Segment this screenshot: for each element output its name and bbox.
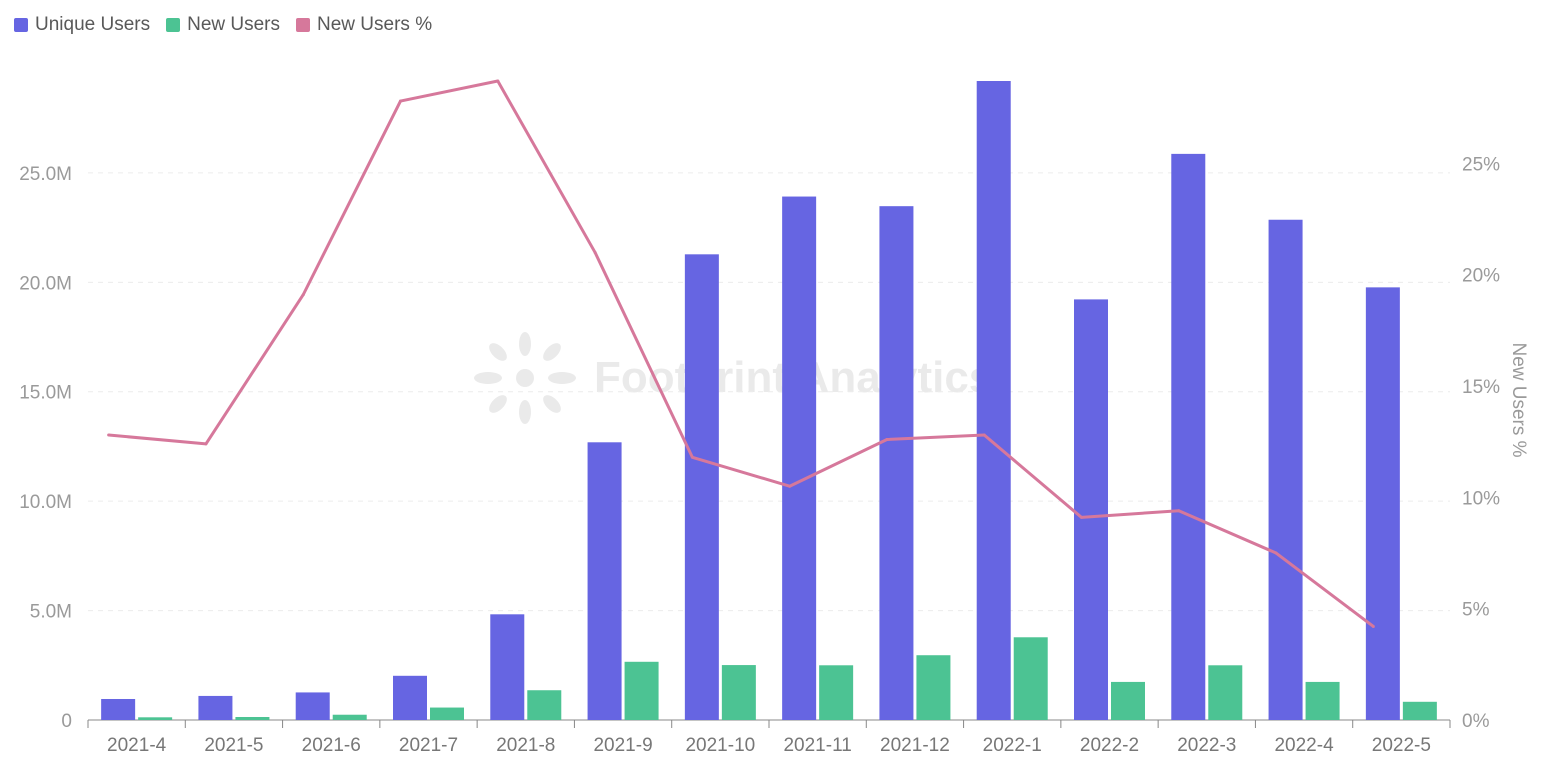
left-axis-tick-label: 15.0M <box>19 383 72 404</box>
legend-item-new-users[interactable]: New Users <box>166 14 280 36</box>
line-point-new-users-pct <box>204 442 208 446</box>
x-axis-tick-label: 2021-9 <box>593 735 652 756</box>
bar-unique-users <box>1171 153 1206 720</box>
x-axis-tick-label: 2022-1 <box>983 735 1042 756</box>
left-axis-tick-label: 25.0M <box>19 164 72 185</box>
bar-unique-users <box>587 442 622 720</box>
left-axis-tick-label: 0 <box>61 711 72 732</box>
left-axis-tick-label: 5.0M <box>30 602 72 623</box>
bar-unique-users <box>976 81 1011 720</box>
x-axis-tick-label: 2021-10 <box>685 735 755 756</box>
legend-item-new-users[interactable]: New Users % <box>296 14 432 36</box>
right-axis-tick-label: 5% <box>1462 600 1490 621</box>
x-axis-tick-label: 2021-4 <box>107 735 167 756</box>
x-axis-tick-label: 2022-2 <box>1080 735 1139 756</box>
bar-unique-users <box>879 206 914 721</box>
line-point-new-users-pct <box>301 293 305 297</box>
line-point-new-users-pct <box>496 79 500 83</box>
x-axis-tick-label: 2021-5 <box>204 735 263 756</box>
bar-unique-users <box>101 698 136 720</box>
bar-new-users <box>1208 665 1243 720</box>
line-point-new-users-pct <box>593 250 597 254</box>
bar-unique-users <box>782 196 817 720</box>
bar-unique-users <box>295 692 330 720</box>
bar-new-users <box>138 717 173 720</box>
right-axis-tick-label: 10% <box>1462 488 1500 509</box>
bar-new-users <box>332 714 367 720</box>
x-axis-tick-label: 2021-7 <box>399 735 458 756</box>
x-axis-tick-label: 2021-6 <box>302 735 361 756</box>
bar-new-users <box>527 690 562 720</box>
x-axis-tick-label: 2021-12 <box>880 735 950 756</box>
x-axis-tick-label: 2022-4 <box>1274 735 1334 756</box>
left-axis-tick-label: 10.0M <box>19 492 72 513</box>
bar-new-users <box>1305 681 1340 720</box>
bar-new-users <box>430 707 464 720</box>
legend: Unique Users New Users New Users % <box>14 14 432 36</box>
line-point-new-users-pct <box>788 484 792 488</box>
x-axis-tick-label: 2021-11 <box>783 735 851 756</box>
bar-unique-users <box>1365 287 1400 720</box>
legend-swatch <box>166 18 181 32</box>
bar-unique-users <box>393 675 427 720</box>
line-new-users-pct <box>108 79 1375 628</box>
bar-new-users <box>819 665 854 720</box>
bar-new-users <box>721 665 756 720</box>
line-point-new-users-pct <box>1080 515 1083 519</box>
bar-new-users <box>1111 681 1145 720</box>
line-point-new-users-pct <box>690 455 694 459</box>
line-point-new-users-pct <box>399 99 402 103</box>
bar-new-users <box>624 661 659 720</box>
bar-unique-users <box>490 614 525 720</box>
bar-unique-users <box>684 254 719 720</box>
legend-swatch <box>296 18 311 32</box>
bar-new-users <box>235 717 270 720</box>
right-axis-label: New Users % <box>1508 342 1529 457</box>
line-point-new-users-pct <box>1274 551 1278 555</box>
right-axis-tick-label: 0% <box>1462 711 1490 732</box>
bar-unique-users <box>198 695 233 720</box>
legend-label: New Users <box>187 14 281 35</box>
line-point-new-users-pct <box>982 433 986 437</box>
legend-label: New Users % <box>317 14 433 35</box>
legend-label: Unique Users <box>35 14 151 35</box>
x-axis-tick-label: 2022-5 <box>1372 735 1431 756</box>
bar-new-users <box>1013 637 1048 720</box>
line-point-new-users-pct <box>107 433 111 437</box>
right-axis-tick-label: 25% <box>1462 154 1500 175</box>
x-axis-tick-label: 2021-8 <box>496 735 555 756</box>
line-point-new-users-pct <box>885 437 889 441</box>
bar-unique-users <box>1268 219 1303 721</box>
legend-item-unique-users[interactable]: Unique Users <box>14 14 150 36</box>
line-point-new-users-pct <box>1371 624 1375 628</box>
right-axis-tick-label: 20% <box>1462 266 1500 287</box>
x-axis-tick-label: 2022-3 <box>1177 735 1236 756</box>
left-axis-tick-label: 20.0M <box>19 273 72 294</box>
legend-swatch <box>14 18 28 32</box>
line-point-new-users-pct <box>1177 509 1181 513</box>
bar-unique-users <box>1074 299 1108 720</box>
bar-new-users <box>916 655 951 720</box>
bar-new-users <box>1402 701 1437 720</box>
right-axis-tick-label: 15% <box>1462 377 1500 398</box>
